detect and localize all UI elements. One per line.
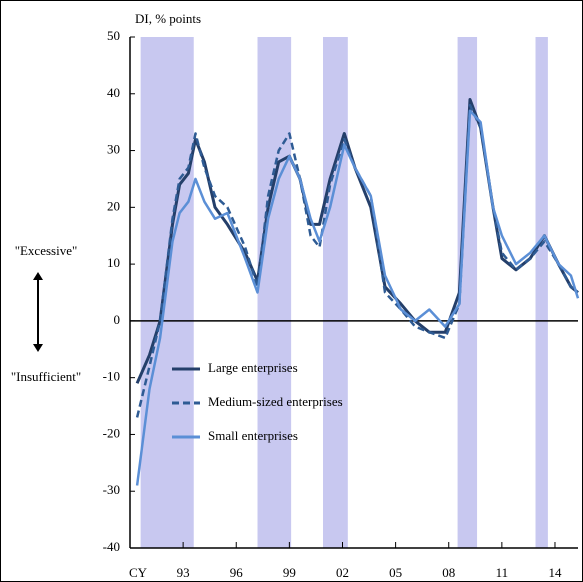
legend-label: Medium-sized enterprises [208, 394, 343, 409]
y-tick-label: -20 [103, 425, 120, 440]
x-tick-label: 14 [548, 565, 562, 580]
y-tick-label: -40 [103, 539, 120, 554]
shaded-period [257, 37, 292, 548]
series-line [135, 98, 579, 384]
x-tick-label: 93 [177, 565, 190, 580]
x-tick-label: 96 [230, 565, 244, 580]
x-tick-label: 11 [496, 565, 509, 580]
shaded-period [323, 37, 348, 548]
series-line [135, 103, 579, 418]
shaded-period [535, 37, 548, 548]
legend-label: Small enterprises [208, 428, 298, 443]
y-tick-label: -10 [103, 369, 120, 384]
y-tick-label: -30 [103, 482, 120, 497]
y-tick-label: 10 [107, 255, 120, 270]
shade-layer [140, 37, 548, 548]
y-tick-label: 50 [107, 28, 120, 43]
y-axis-label: DI, % points [135, 11, 201, 26]
y-tick-label: 20 [107, 198, 120, 213]
lower-note: "Insufficient" [11, 369, 81, 384]
upper-note: "Excessive" [15, 243, 78, 258]
x-tick-label: 99 [283, 565, 296, 580]
y-tick-label: 40 [107, 85, 120, 100]
y-tick-label: 30 [107, 142, 120, 157]
x-tick-label: 08 [442, 565, 455, 580]
x-tick-label: 05 [389, 565, 402, 580]
x-axis-label: CY [129, 565, 148, 580]
y-tick-label: 0 [114, 312, 121, 327]
arrow [33, 272, 43, 352]
legend-label: Large enterprises [208, 360, 298, 375]
series-line [135, 109, 580, 486]
x-tick-label: 02 [336, 565, 349, 580]
shaded-period [457, 37, 478, 548]
